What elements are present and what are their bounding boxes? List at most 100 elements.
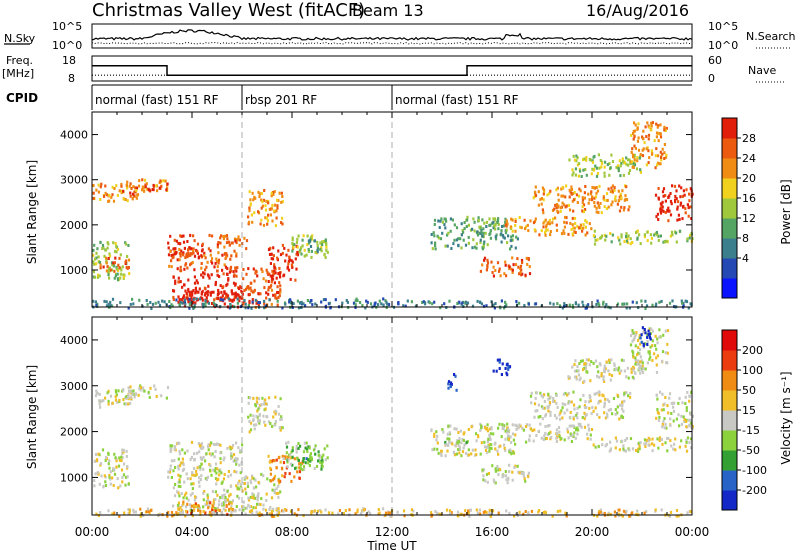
scatter-cell bbox=[193, 254, 197, 258]
scatter-cell bbox=[186, 240, 189, 243]
scatter-cell bbox=[256, 502, 259, 506]
scatter-cell bbox=[590, 412, 593, 416]
scatter-cell bbox=[118, 189, 121, 193]
scatter-cell bbox=[479, 269, 482, 273]
scatter-cell bbox=[488, 433, 491, 437]
scatter-cell bbox=[232, 443, 235, 447]
scatter-cell bbox=[571, 173, 574, 177]
scatter-cell bbox=[579, 169, 582, 173]
scatter-cell bbox=[176, 503, 180, 507]
scatter-cell bbox=[509, 239, 512, 243]
scatter-cell bbox=[216, 269, 219, 273]
scatter-cell bbox=[556, 186, 559, 190]
scatter-cell bbox=[251, 300, 254, 304]
scatter-cell bbox=[632, 166, 635, 169]
scatter-cell bbox=[578, 378, 581, 382]
scatter-cell bbox=[224, 496, 227, 499]
scatter-cell bbox=[503, 236, 506, 240]
scatter-cell bbox=[585, 405, 588, 409]
scatter-cell bbox=[245, 239, 249, 243]
scatter-cell bbox=[273, 190, 276, 194]
scatter-cell bbox=[201, 298, 204, 302]
scatter-cell bbox=[572, 390, 575, 394]
scatter-cell bbox=[663, 240, 666, 244]
scatter-cell bbox=[254, 403, 257, 407]
scatter-cell bbox=[203, 251, 206, 255]
scatter-cell bbox=[557, 198, 560, 202]
scatter-cell bbox=[267, 285, 270, 289]
scatter-cell bbox=[276, 256, 279, 260]
scatter-cell bbox=[454, 444, 457, 448]
colorbar-tick-label: -200 bbox=[742, 484, 767, 497]
scatter-cell bbox=[238, 299, 241, 303]
scatter-cell bbox=[646, 336, 649, 339]
scatter-cell bbox=[687, 206, 690, 210]
scatter-cell bbox=[609, 306, 612, 310]
scatter-cell bbox=[297, 458, 300, 462]
scatter-cell bbox=[596, 201, 599, 205]
scatter-cell bbox=[328, 301, 331, 305]
scatter-cell bbox=[549, 230, 552, 233]
scatter-cell bbox=[619, 192, 622, 196]
scatter-cell bbox=[584, 233, 587, 237]
scatter-cell bbox=[687, 214, 690, 218]
scatter-cell bbox=[203, 272, 206, 276]
scatter-cell bbox=[94, 394, 98, 398]
scatter-cell bbox=[594, 195, 598, 199]
scatter-cell bbox=[450, 381, 453, 385]
scatter-cell bbox=[133, 395, 136, 399]
scatter-cell bbox=[171, 304, 174, 308]
scatter-cell bbox=[240, 286, 243, 289]
scatter-cell bbox=[255, 485, 258, 489]
scatter-cell bbox=[225, 503, 228, 507]
scatter-cell bbox=[266, 271, 269, 275]
scatter-cell bbox=[211, 490, 214, 493]
scatter-cell bbox=[621, 407, 624, 411]
scatter-cell bbox=[228, 494, 231, 498]
scatter-cell bbox=[211, 234, 214, 238]
scatter-cell bbox=[194, 291, 197, 295]
scatter-cell bbox=[385, 300, 388, 304]
scatter-cell bbox=[186, 296, 189, 300]
scatter-cell bbox=[264, 204, 267, 208]
scatter-cell bbox=[299, 463, 303, 467]
scatter-cell bbox=[244, 287, 248, 291]
scatter-cell bbox=[172, 469, 175, 473]
scatter-cell bbox=[274, 296, 277, 300]
scatter-cell bbox=[113, 452, 116, 456]
scatter-cell bbox=[492, 217, 495, 221]
scatter-cell bbox=[297, 446, 300, 450]
scatter-cell bbox=[501, 362, 504, 366]
scatter-cell bbox=[294, 466, 297, 470]
scatter-cell bbox=[598, 205, 601, 209]
colorbar-tick-label: 15 bbox=[742, 404, 756, 417]
scatter-cell bbox=[431, 448, 434, 452]
scatter-cell bbox=[599, 510, 603, 514]
scatter-cell bbox=[540, 197, 544, 200]
scatter-cell bbox=[224, 234, 227, 238]
scatter-cell bbox=[570, 440, 573, 443]
scatter-cell bbox=[676, 207, 679, 211]
scatter-cell bbox=[171, 256, 174, 260]
colorbar-cell bbox=[722, 430, 737, 451]
scatter-cell bbox=[235, 484, 238, 488]
scatter-cell bbox=[212, 290, 215, 294]
scatter-cell bbox=[129, 191, 132, 195]
scatter-cell bbox=[583, 191, 586, 195]
scatter-cell bbox=[258, 418, 261, 422]
scatter-cell bbox=[479, 300, 482, 304]
scatter-cell bbox=[270, 479, 273, 483]
scatter-cell bbox=[397, 302, 400, 306]
scatter-cell bbox=[555, 401, 558, 405]
scatter-cell bbox=[202, 491, 205, 495]
scatter-cell bbox=[481, 234, 484, 238]
scatter-cell bbox=[689, 205, 692, 209]
scatter-cell bbox=[139, 388, 142, 392]
scatter-cell bbox=[144, 183, 147, 187]
scatter-cell bbox=[278, 412, 281, 416]
scatter-cell bbox=[655, 215, 658, 219]
scatter-cell bbox=[492, 303, 495, 307]
scatter-cell bbox=[506, 241, 509, 245]
scatter-cell bbox=[259, 292, 262, 296]
